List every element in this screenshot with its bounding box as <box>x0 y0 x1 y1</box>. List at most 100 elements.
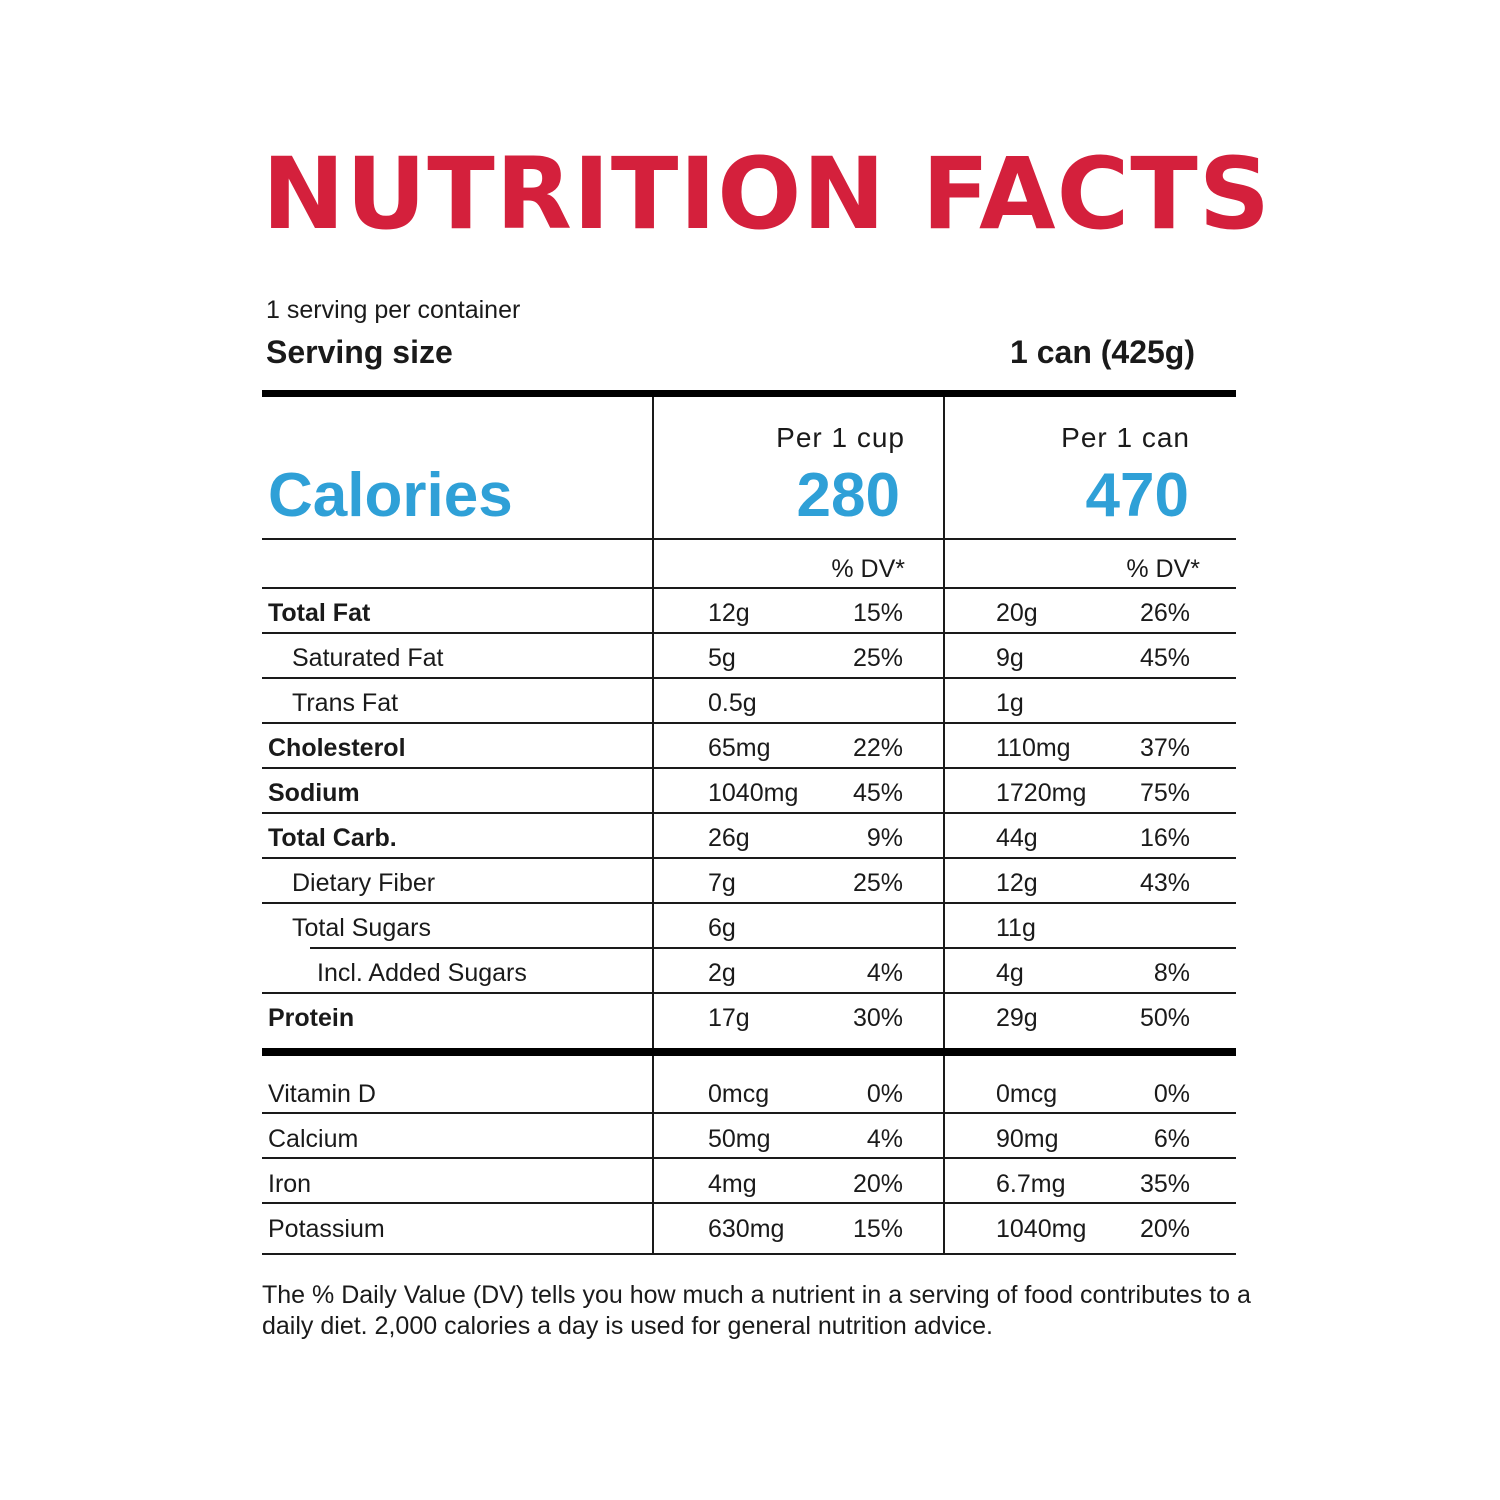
row-divider <box>262 992 1236 994</box>
nutrient-name: Total Fat <box>268 599 371 627</box>
nutrient-name: Cholesterol <box>268 734 406 762</box>
row-divider <box>310 947 1236 949</box>
nutrient-name: Total Carb. <box>268 824 397 852</box>
nutrient-row-cholesterol: Cholesterol 65mg 22% 110mg 37% <box>0 725 1500 770</box>
can-dv: 35% <box>1139 1170 1190 1198</box>
nutrient-name: Incl. Added Sugars <box>317 959 527 987</box>
per-can-header: Per 1 can <box>1061 422 1190 453</box>
nutrient-row-total-carb: Total Carb. 26g 9% 44g 16% <box>0 815 1500 860</box>
can-dv: 50% <box>1139 1004 1190 1032</box>
can-dv: 37% <box>1139 734 1190 762</box>
nutrient-name: Protein <box>268 1004 355 1032</box>
cup-amount: 26g <box>708 824 750 852</box>
serving-size-label: Serving size <box>266 334 453 370</box>
can-dv: 6% <box>1153 1125 1190 1153</box>
can-amount: 4g <box>996 959 1024 987</box>
serving-size-value: 1 can (425g) <box>1010 334 1195 370</box>
can-amount: 12g <box>996 869 1038 897</box>
row-divider <box>262 1157 1236 1159</box>
servings-per-container: 1 serving per container <box>266 296 521 324</box>
middle-thick-rule <box>262 1048 1236 1056</box>
can-dv: 26% <box>1139 599 1190 627</box>
row-divider <box>262 722 1236 724</box>
can-dv: 20% <box>1139 1215 1190 1243</box>
nutrient-name: Dietary Fiber <box>292 869 436 897</box>
calories-label: Calories <box>268 461 513 530</box>
can-amount: 6.7mg <box>996 1170 1066 1198</box>
nutrient-row-sodium: Sodium 1040mg 45% 1720mg 75% <box>0 770 1500 815</box>
row-divider <box>262 677 1236 679</box>
cup-dv: 4% <box>866 959 903 987</box>
cup-amount: 65mg <box>708 734 771 762</box>
micronutrient-row-calcium: Calcium 50mg 4% 90mg 6% <box>0 1116 1500 1161</box>
can-dv: 75% <box>1139 779 1190 807</box>
nutrient-name: Total Sugars <box>292 914 431 942</box>
cup-dv: 15% <box>852 1215 903 1243</box>
column-divider-2 <box>943 397 945 1255</box>
calories-per-cup: 280 <box>796 461 900 530</box>
nutrient-name: Potassium <box>268 1215 385 1243</box>
micronutrient-row-iron: Iron 4mg 20% 6.7mg 35% <box>0 1161 1500 1206</box>
row-divider <box>262 1202 1236 1204</box>
can-dv: 43% <box>1139 869 1190 897</box>
can-amount: 29g <box>996 1004 1038 1032</box>
micronutrient-row-vitamin-d: Vitamin D 0mcg 0% 0mcg 0% <box>0 1071 1500 1116</box>
cup-dv: 15% <box>852 599 903 627</box>
top-thick-rule <box>262 390 1236 397</box>
cup-dv: 9% <box>866 824 903 852</box>
can-amount: 9g <box>996 644 1024 672</box>
row-divider <box>262 812 1236 814</box>
cup-amount: 7g <box>708 869 736 897</box>
bottom-rule <box>262 1253 1236 1255</box>
dv-header-can: % DV* <box>1126 555 1200 583</box>
row-divider <box>262 632 1236 634</box>
cup-amount: 5g <box>708 644 736 672</box>
can-amount: 20g <box>996 599 1038 627</box>
cup-dv: 22% <box>852 734 903 762</box>
nutrient-row-total-sugars: Total Sugars 6g 11g <box>0 905 1500 950</box>
micronutrient-row-potassium: Potassium 630mg 15% 1040mg 20% <box>0 1206 1500 1251</box>
cup-dv: 25% <box>852 644 903 672</box>
can-amount: 1720mg <box>996 779 1087 807</box>
can-dv: 45% <box>1139 644 1190 672</box>
nutrient-row-total-fat: Total Fat 12g 15% 20g 26% <box>0 590 1500 635</box>
can-amount: 11g <box>996 914 1036 942</box>
per-cup-header: Per 1 cup <box>776 422 905 453</box>
cup-amount: 17g <box>708 1004 750 1032</box>
nutrient-name: Trans Fat <box>292 689 399 717</box>
daily-value-footnote: The % Daily Value (DV) tells you how muc… <box>262 1281 1251 1340</box>
cup-amount: 4mg <box>708 1170 757 1198</box>
nutrient-name: Sodium <box>268 779 360 807</box>
nutrient-row-protein: Protein 17g 30% 29g 50% <box>0 995 1500 1040</box>
cup-amount: 630mg <box>708 1215 785 1243</box>
cup-dv: 30% <box>852 1004 903 1032</box>
can-amount: 1040mg <box>996 1215 1087 1243</box>
cup-amount: 0.5g <box>708 689 757 717</box>
row-divider <box>262 767 1236 769</box>
page-title: NUTRITION FACTS <box>262 137 1272 252</box>
nutrient-name: Iron <box>268 1170 312 1198</box>
can-dv: 8% <box>1153 959 1190 987</box>
nutrient-row-saturated-fat: Saturated Fat 5g 25% 9g 45% <box>0 635 1500 680</box>
can-dv: 0% <box>1153 1080 1190 1108</box>
column-divider-1 <box>652 397 654 1255</box>
cup-dv: 25% <box>852 869 903 897</box>
cup-amount: 50mg <box>708 1125 771 1153</box>
nutrient-row-trans-fat: Trans Fat 0.5g 1g <box>0 680 1500 725</box>
row-divider <box>262 902 1236 904</box>
can-dv: 16% <box>1139 824 1190 852</box>
cup-amount: 1040mg <box>708 779 799 807</box>
cup-dv: 20% <box>852 1170 903 1198</box>
cup-amount: 2g <box>708 959 736 987</box>
nutrient-name: Calcium <box>268 1125 359 1153</box>
nutrient-name: Saturated Fat <box>292 644 444 672</box>
row-divider <box>262 857 1236 859</box>
can-amount: 44g <box>996 824 1038 852</box>
nutrient-name: Vitamin D <box>268 1080 376 1108</box>
nutrient-row-added-sugars: Incl. Added Sugars 2g 4% 4g 8% <box>0 950 1500 995</box>
can-amount: 90mg <box>996 1125 1059 1153</box>
nutrient-row-dietary-fiber: Dietary Fiber 7g 25% 12g 43% <box>0 860 1500 905</box>
cup-amount: 6g <box>708 914 736 942</box>
row-divider <box>262 1112 1236 1114</box>
calories-divider <box>262 538 1236 540</box>
